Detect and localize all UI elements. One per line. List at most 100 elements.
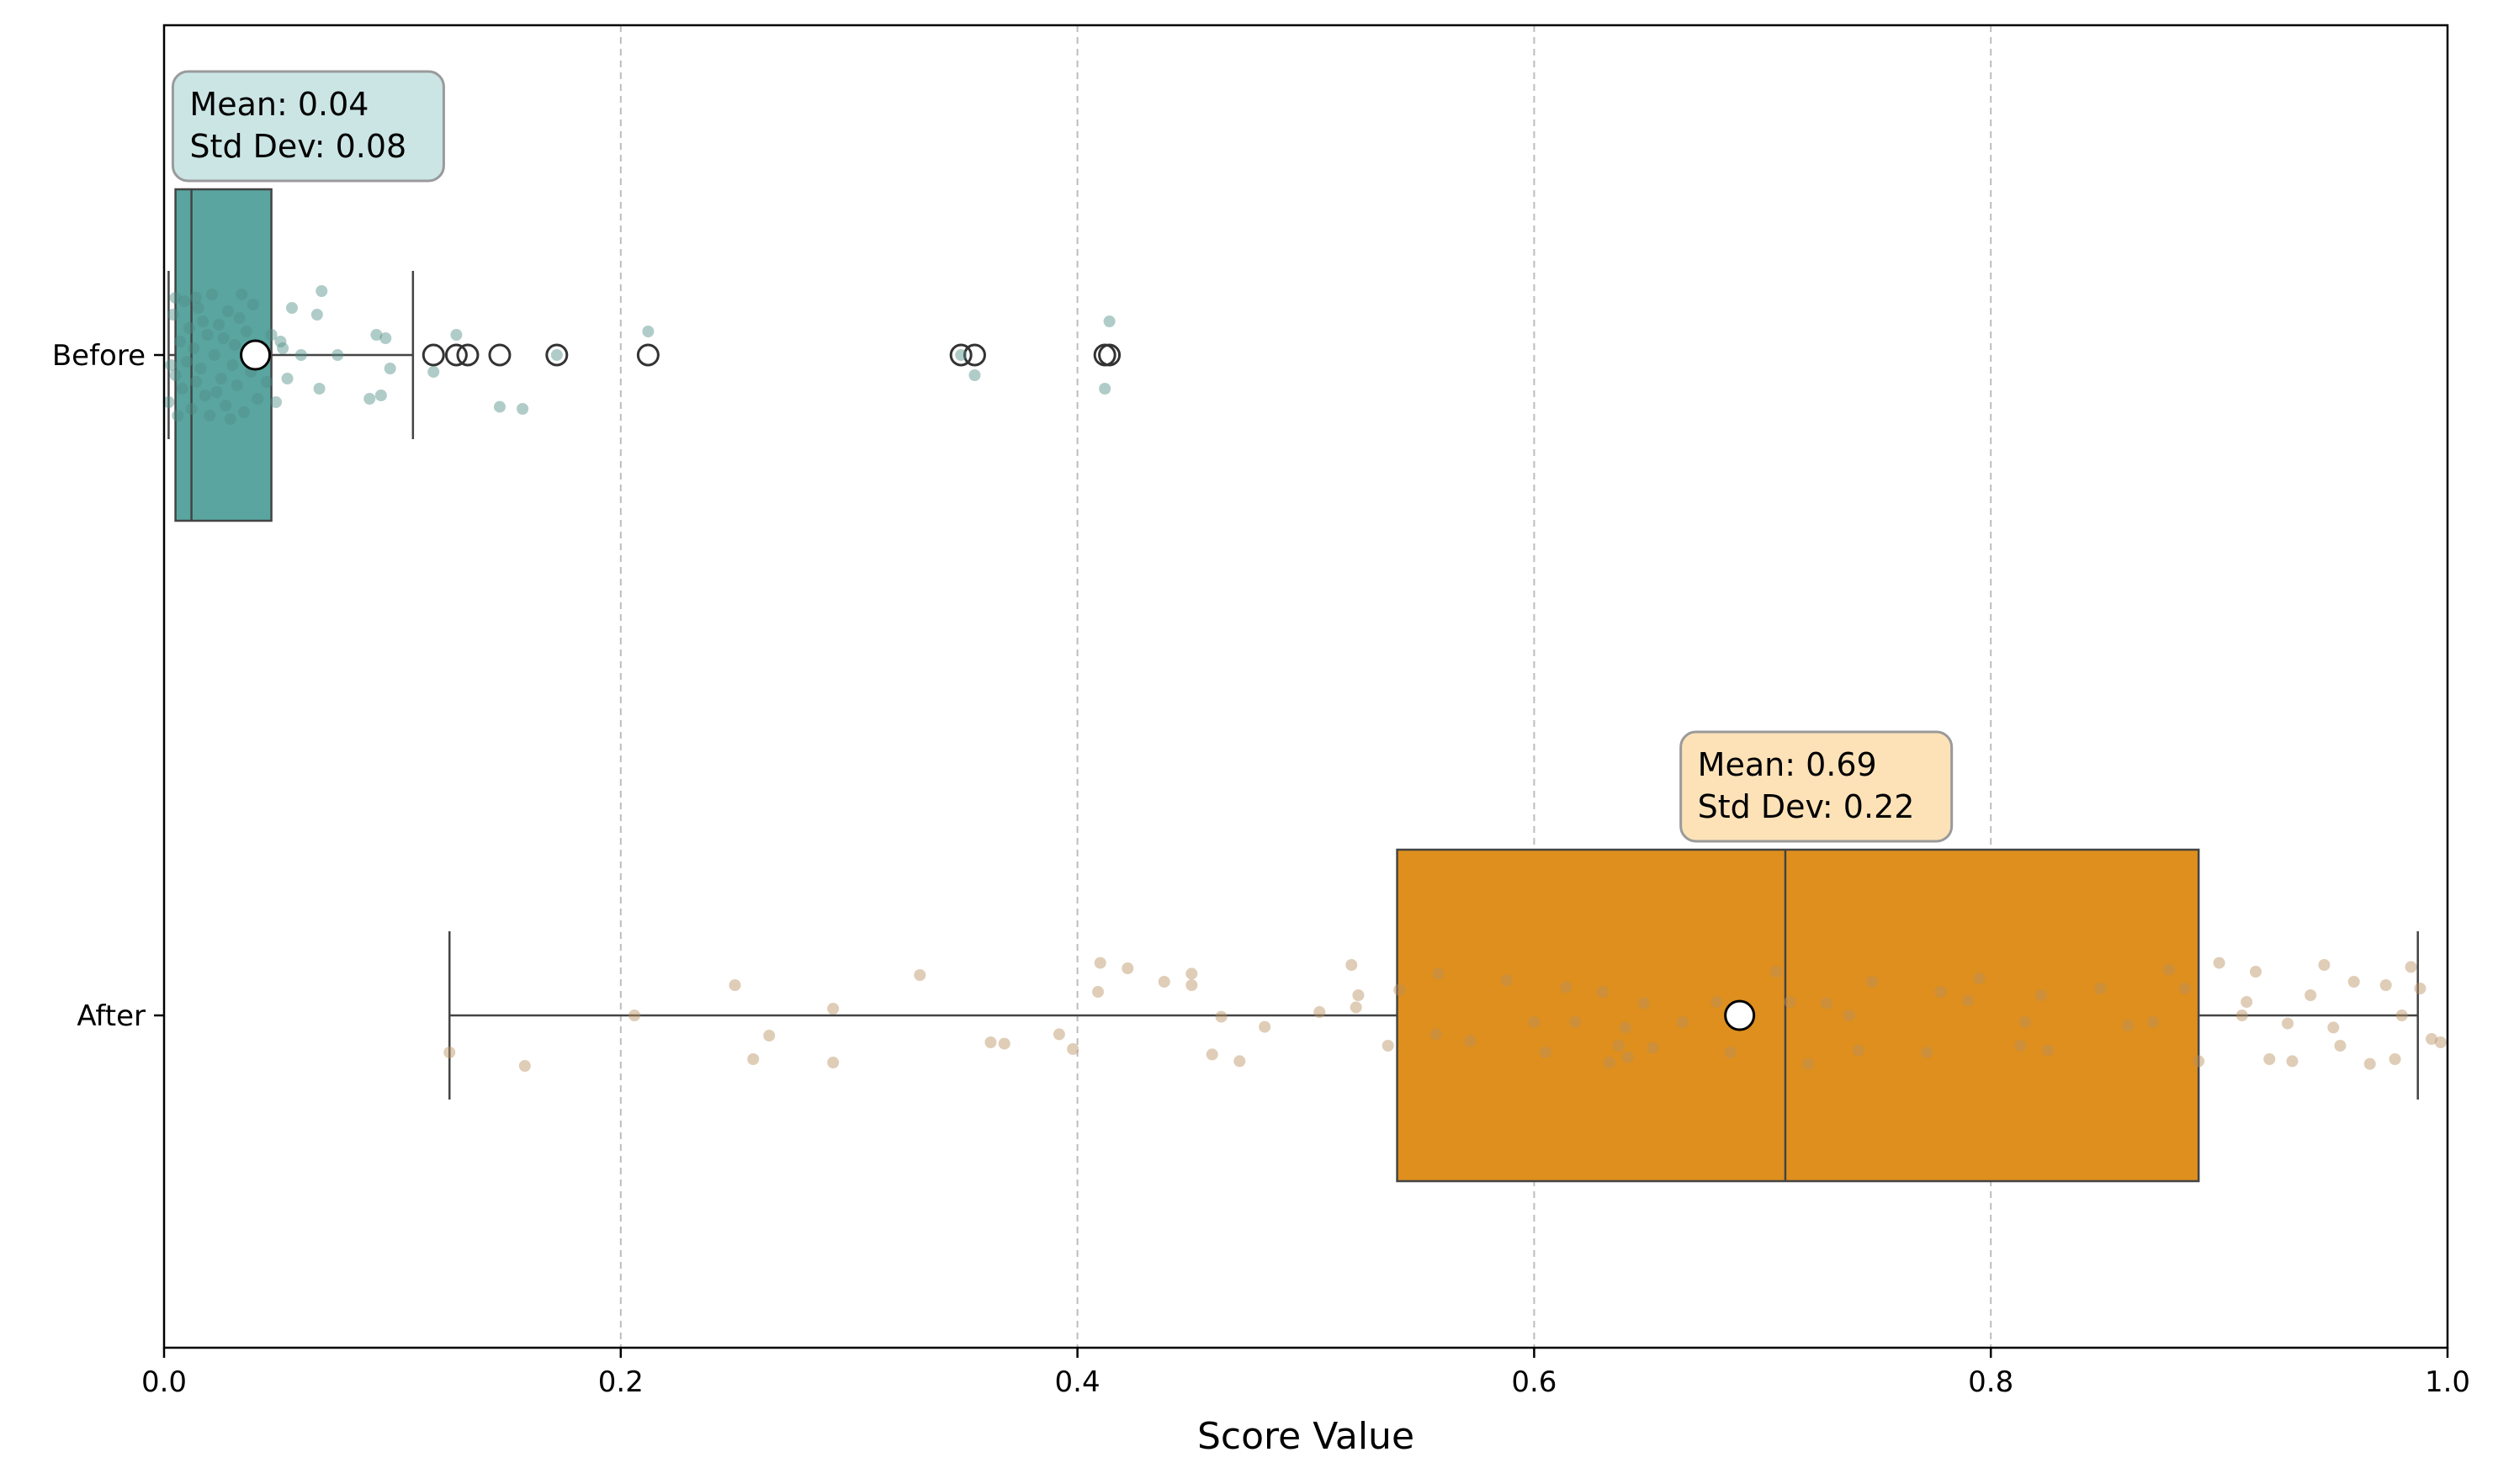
data-point [1185,967,1198,980]
mean-marker [240,339,272,371]
outlier-marker [1093,343,1116,367]
data-point [229,339,241,351]
data-point [2146,1016,2159,1028]
data-point [2263,1053,2276,1065]
data-point [233,312,246,324]
data-point [181,356,194,368]
data-point [443,1047,456,1058]
data-point [189,376,202,388]
x-tick-label: 1.0 [2425,1365,2470,1399]
data-point [1866,976,1879,988]
data-point [2241,996,2253,1008]
data-point [204,410,216,421]
annotation-box [1679,730,1954,843]
data-point [968,369,981,381]
data-point [2334,1040,2347,1052]
data-point [2193,1055,2205,1068]
plot-frame [162,24,2449,1349]
box-iqr [1396,848,2200,1183]
data-point [370,329,383,341]
data-point [2042,1044,2055,1057]
data-point [642,326,655,337]
data-point [281,373,294,384]
data-point [201,329,214,341]
data-point [240,326,252,337]
data-point [1233,1055,1246,1068]
data-point [729,979,741,991]
annotation-std: Std Dev: 0.22 [1698,788,1915,825]
y-tick-label: Before [52,339,146,373]
data-point [2347,976,2360,988]
data-point [167,309,179,321]
data-point [518,1060,531,1072]
data-point [1784,996,1796,1008]
data-point [374,390,387,401]
data-point [1053,1028,1065,1041]
data-point [2426,1033,2438,1045]
data-point [2250,966,2262,978]
data-point [1619,1021,1631,1034]
data-point [1432,967,1445,980]
data-point [1099,383,1111,395]
outlier-marker [963,343,986,367]
data-point [213,319,225,331]
data-point [2389,1053,2401,1065]
outlier-marker [422,343,445,367]
data-point [2379,979,2392,991]
data-point [914,969,926,981]
x-axis-title: Score Value [1197,1415,1414,1458]
data-point [2162,963,2175,976]
outlier-marker [456,343,480,367]
data-point [173,336,186,347]
data-point [1094,957,1106,969]
data-point [984,1036,997,1048]
data-point [226,359,239,371]
x-tick-label: 0.2 [598,1365,644,1399]
data-point [224,413,236,425]
x-tick-label: 0.6 [1511,1365,1557,1399]
data-point [427,366,440,378]
data-point [1820,997,1832,1010]
box-layer [167,188,2419,1183]
data-point [205,289,218,300]
data-point [747,1053,760,1065]
data-point [1382,1040,1394,1052]
data-point [169,292,182,304]
data-point [1158,976,1170,988]
data-point [247,299,259,310]
data-point [274,336,287,347]
data-point [2327,1021,2340,1034]
data-point [1843,1010,1855,1021]
data-point [220,400,232,411]
outlier-marker [1098,343,1122,367]
data-point [261,376,273,388]
data-point [1185,979,1198,991]
data-point [2363,1057,2376,1070]
data-point [199,390,211,401]
data-point [1596,986,1609,998]
data-point [1569,1016,1582,1028]
data-point [1973,973,1986,984]
data-point [2318,959,2331,971]
data-point [172,410,184,421]
data-point [379,332,392,344]
data-point [277,342,289,354]
data-point [2235,1010,2248,1021]
data-point [2018,1016,2031,1028]
data-point [2178,983,2191,994]
data-point [1539,1047,1551,1058]
data-point [1637,997,1650,1010]
data-point [1676,1016,1689,1028]
data-point [285,302,298,314]
data-point [252,393,264,405]
data-point [1560,981,1573,994]
data-point [183,322,195,334]
data-point [2395,1010,2408,1021]
data-point [217,332,230,344]
annotations: Mean: 0.04 Std Dev: 0.08 Mean: 0.69 Std Dev… [171,70,1954,843]
data-point [194,363,207,374]
data-point [185,403,198,415]
data-point [363,393,376,405]
data-point [294,349,307,361]
data-point [2094,983,2107,994]
